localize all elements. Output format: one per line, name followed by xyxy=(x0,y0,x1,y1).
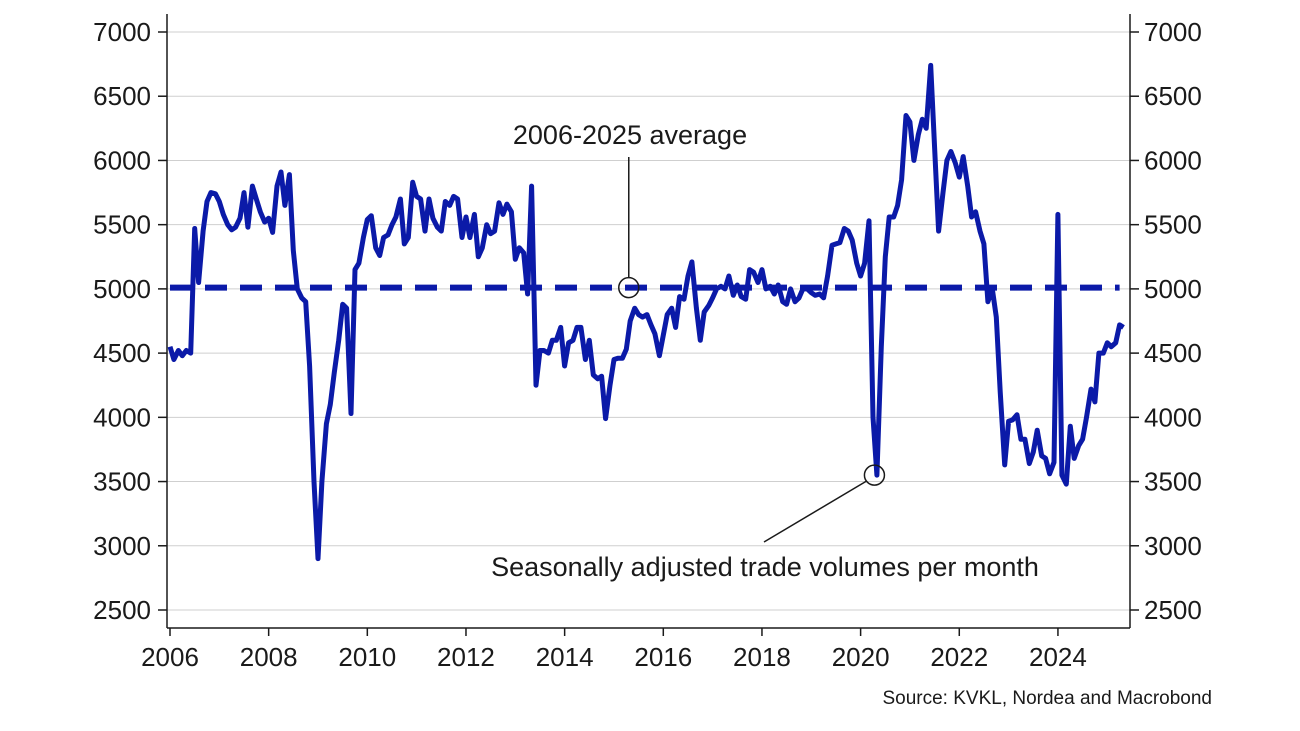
gridlines xyxy=(158,31,1139,611)
x-tick-label: 2008 xyxy=(240,642,298,672)
x-tick-label: 2016 xyxy=(634,642,692,672)
left-y-tick-label: 2500 xyxy=(93,595,151,625)
right-y-tick-label: 3000 xyxy=(1144,531,1202,561)
source-note: Source: KVKL, Nordea and Macrobond xyxy=(882,688,1212,709)
series-group xyxy=(167,62,1125,562)
right-y-tick-label: 6000 xyxy=(1144,145,1202,175)
right-y-tick-label: 4000 xyxy=(1144,402,1202,432)
x-tick-label: 2010 xyxy=(338,642,396,672)
left-y-tick-label: 3500 xyxy=(93,467,151,497)
left-y-tick-label: 4000 xyxy=(93,402,151,432)
left-y-tick-label: 4500 xyxy=(93,338,151,368)
x-tick-label: 2022 xyxy=(930,642,988,672)
trade-volume-annotation-marker xyxy=(863,464,886,486)
x-tick-labels: 2006 2008 2010 2012 2014 2016 2018 2020 2022 2024 xyxy=(141,628,1087,672)
left-y-tick-label: 7000 xyxy=(93,17,151,47)
left-y-tick-label: 6500 xyxy=(93,81,151,111)
trade-volume-annotation-leader xyxy=(763,480,867,543)
average-annotation-marker xyxy=(618,276,640,299)
axes xyxy=(166,14,1131,629)
right-y-tick-label: 2500 xyxy=(1144,595,1202,625)
average-annotation-label: 2006-2025 average xyxy=(513,120,747,150)
left-y-tick-label: 6000 xyxy=(93,145,151,175)
right-y-tick-labels: 2500 3000 3500 4000 4500 5000 5500 6000 6500 7000 xyxy=(1144,17,1202,625)
x-tick-label: 2012 xyxy=(437,642,495,672)
right-y-tick-label: 6500 xyxy=(1144,81,1202,111)
annotations: 2006-2025 average Seasonally adjusted tr… xyxy=(491,120,1039,582)
right-y-tick-label: 4500 xyxy=(1144,338,1202,368)
left-y-tick-label: 3000 xyxy=(93,531,151,561)
trade-volume-line xyxy=(167,62,1125,562)
right-y-tick-label: 5500 xyxy=(1144,210,1202,240)
x-tick-label: 2020 xyxy=(832,642,890,672)
right-y-tick-label: 7000 xyxy=(1144,17,1202,47)
left-y-tick-label: 5500 xyxy=(93,210,151,240)
right-y-tick-label: 3500 xyxy=(1144,467,1202,497)
right-y-tick-label: 5000 xyxy=(1144,274,1202,304)
x-tick-label: 2014 xyxy=(536,642,594,672)
left-y-tick-label: 5000 xyxy=(93,274,151,304)
x-tick-label: 2006 xyxy=(141,642,199,672)
x-tick-label: 2024 xyxy=(1029,642,1087,672)
trade-volume-annotation-label: Seasonally adjusted trade volumes per mo… xyxy=(491,552,1039,582)
left-y-tick-labels: 2500 3000 3500 4000 4500 5000 5500 6000 6500 7000 xyxy=(93,17,151,625)
x-tick-label: 2018 xyxy=(733,642,791,672)
